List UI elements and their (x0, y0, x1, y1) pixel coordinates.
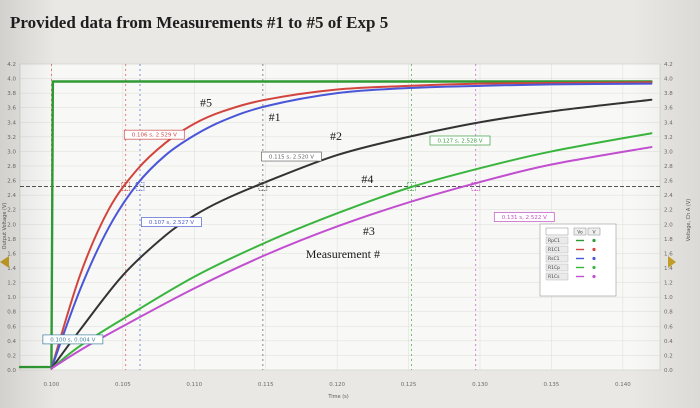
scroll-arrow-left[interactable] (0, 256, 9, 268)
value-text: 0.127 s, 2.528 V (437, 139, 482, 145)
y-tick-left: 3.2 (7, 135, 16, 141)
y-tick-left: 2.2 (7, 208, 16, 214)
x-axis-label: Time (s) (327, 394, 348, 400)
legend-header: Vo (577, 230, 583, 236)
x-tick: 0.105 (115, 382, 131, 388)
x-tick: 0.100 (44, 382, 60, 388)
value-text: 0.115 s, 2.520 V (269, 155, 314, 161)
y-tick-left: 3.0 (7, 149, 16, 155)
y-tick-right: 0.0 (664, 368, 673, 374)
y-tick-right: 1.0 (664, 295, 673, 301)
y-tick-right: 3.6 (664, 106, 673, 112)
curve-label: #5 (200, 95, 212, 109)
y-tick-left: 0.0 (7, 368, 16, 374)
y-tick-right: 4.2 (664, 62, 673, 68)
y-tick-left: 4.2 (7, 62, 16, 68)
y-tick-left: 2.0 (7, 222, 16, 228)
y-tick-right: 1.8 (664, 237, 673, 243)
legend-row-name: R1Cp (548, 265, 560, 271)
legend-marker (592, 256, 596, 261)
y-tick-left: 0.8 (7, 310, 16, 316)
y-tick-left: 1.0 (7, 295, 16, 301)
x-tick: 0.135 (544, 382, 560, 388)
y-axis-label-right: Voltage, Ch A (V) (686, 199, 692, 242)
y-tick-right: 2.4 (664, 193, 673, 199)
x-tick: 0.140 (615, 382, 631, 388)
x-tick: 0.115 (258, 382, 274, 388)
curve-label: #1 (269, 110, 281, 124)
legend-marker (592, 274, 596, 279)
y-tick-right: 0.8 (664, 310, 673, 316)
y-tick-left: 1.8 (7, 237, 16, 243)
value-text: 0.107 s, 2.527 V (149, 220, 194, 226)
y-tick-left: 0.6 (7, 324, 16, 330)
y-tick-right: 4.0 (664, 77, 673, 83)
legend-row-name: R1Cs (548, 274, 560, 280)
x-tick: 0.110 (186, 382, 202, 388)
y-tick-right: 2.8 (664, 164, 673, 170)
curve-label: #3 (363, 224, 375, 238)
legend-row-name: RpC1 (548, 238, 560, 244)
y-tick-right: 0.2 (664, 353, 673, 359)
y-tick-left: 0.4 (7, 339, 16, 345)
y-tick-right: 2.0 (664, 222, 673, 228)
y-tick-left: 3.4 (7, 120, 16, 126)
y-tick-left: 3.6 (7, 106, 16, 112)
y-tick-right: 1.2 (664, 281, 673, 287)
x-tick: 0.120 (329, 382, 345, 388)
legend-header-blank (545, 227, 569, 236)
y-tick-right: 2.6 (664, 179, 673, 185)
y-tick-right: 0.4 (664, 339, 673, 345)
y-tick-right: 3.0 (664, 149, 673, 155)
curve-label: #4 (361, 172, 373, 186)
y-tick-left: 2.6 (7, 179, 16, 185)
arrow-left-icon (0, 256, 9, 268)
y-tick-left: 1.2 (7, 281, 16, 287)
value-text: 0.100 s, 0.004 V (50, 337, 95, 343)
legend-row-name: RsC1 (548, 256, 560, 262)
y-tick-right: 3.2 (664, 135, 673, 141)
legend-marker (592, 265, 596, 270)
y-tick-right: 3.4 (664, 120, 673, 126)
y-axis-label-left: Output Voltage (V) (2, 203, 8, 250)
y-tick-left: 2.8 (7, 164, 16, 170)
value-text: 0.106 s, 2.529 V (132, 133, 177, 139)
y-tick-right: 2.2 (664, 208, 673, 214)
curve-label: #2 (330, 129, 342, 143)
legend-marker (592, 238, 596, 243)
y-tick-right: 3.8 (664, 91, 673, 97)
legend-marker (592, 247, 596, 252)
x-tick: 0.130 (472, 382, 488, 388)
curve-label: Measurement # (306, 247, 380, 261)
y-tick-left: 2.4 (7, 193, 16, 199)
y-tick-left: 4.0 (7, 77, 16, 83)
y-tick-left: 0.2 (7, 353, 16, 359)
x-tick: 0.125 (401, 382, 417, 388)
y-tick-left: 3.8 (7, 91, 16, 97)
value-text: 0.131 s, 2.522 V (502, 215, 547, 221)
y-tick-right: 0.6 (664, 324, 673, 330)
legend-row-name: R1C1 (548, 247, 560, 253)
